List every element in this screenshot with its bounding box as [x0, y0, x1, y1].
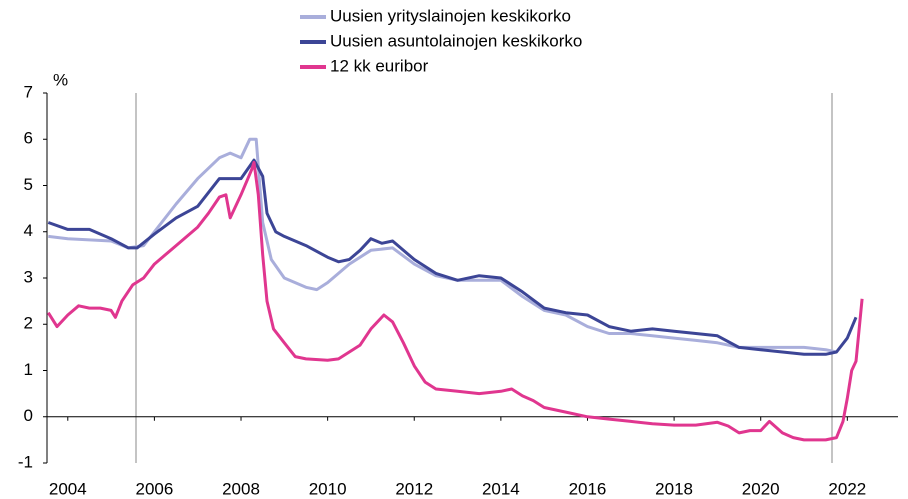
- x-tick-label: 2022: [828, 479, 866, 498]
- y-tick-label: -1: [18, 452, 33, 471]
- y-tick-label: 0: [24, 406, 33, 425]
- y-tick-label: 3: [24, 267, 33, 286]
- x-tick-label: 2010: [309, 479, 347, 498]
- x-tick-label: 2020: [742, 479, 780, 498]
- y-tick-label: 6: [24, 129, 33, 148]
- x-tick-label: 2012: [395, 479, 433, 498]
- x-tick-label: 2004: [49, 479, 87, 498]
- y-tick-label: 5: [24, 175, 33, 194]
- legend-label: 12 kk euribor: [330, 56, 429, 75]
- x-tick-label: 2008: [222, 479, 260, 498]
- x-tick-label: 2014: [482, 479, 520, 498]
- y-tick-label: 4: [24, 221, 33, 240]
- series-line: [47, 158, 858, 356]
- y-tick-label: 2: [24, 314, 33, 333]
- legend-label: Uusien yrityslainojen keskikorko: [330, 6, 571, 25]
- legend-label: Uusien asuntolainojen keskikorko: [330, 31, 582, 50]
- y-tick-label: 7: [24, 82, 33, 101]
- x-tick-label: 2006: [135, 479, 173, 498]
- series-line: [47, 160, 864, 442]
- x-tick-label: 2018: [655, 479, 693, 498]
- y-unit: %: [53, 70, 68, 89]
- y-tick-label: 1: [24, 360, 33, 379]
- series-line: [48, 137, 837, 354]
- x-tick-label: 2016: [569, 479, 607, 498]
